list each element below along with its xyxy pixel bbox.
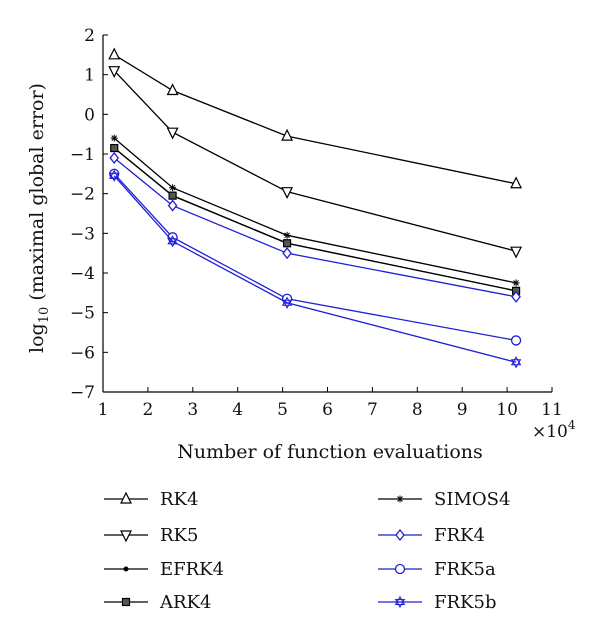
y-tick-label: 1 (84, 66, 95, 86)
data-point-ark4 (110, 143, 119, 153)
y-tick-label: −7 (70, 383, 95, 403)
legend-marker-simos4 (396, 495, 404, 503)
data-point-rk4 (166, 83, 179, 96)
series-rk5 (108, 66, 523, 259)
series-line-efrk4 (113, 147, 517, 292)
data-point-frk5b (510, 356, 522, 369)
series-line-rk4 (113, 54, 517, 185)
legend-marker-ark4 (121, 597, 131, 607)
legend-marker-rk5 (120, 530, 132, 543)
data-point-rk5 (510, 246, 523, 259)
legend-item-frk5b: FRK5b (378, 592, 496, 613)
legend-item-rk4: RK4 (104, 489, 198, 510)
series-frk5b (108, 169, 522, 369)
legend-label: SIMOS4 (434, 489, 510, 510)
data-point-frk5a (510, 335, 522, 346)
y-tick-label: 2 (84, 26, 95, 46)
legend-item-efrk4: EFRK4 (104, 559, 224, 580)
series-line-ark4 (113, 147, 517, 292)
legend-label: FRK5b (434, 592, 496, 613)
x-tick-label: 6 (322, 400, 333, 420)
legend-item-ark4: ARK4 (104, 592, 211, 613)
x-tick-label: 1 (98, 400, 109, 420)
data-point-simos4 (169, 184, 177, 192)
legend-marker-frk4 (395, 528, 405, 542)
series-simos4 (110, 134, 520, 287)
data-point-rk5 (108, 66, 121, 79)
y-axis-title: log10 (maximal global error) (26, 83, 52, 353)
series-rk4 (108, 47, 523, 189)
data-point-frk4 (511, 290, 521, 303)
y-tick-label: −6 (70, 343, 95, 363)
series-line-rk5 (113, 70, 517, 252)
x-tick-label: 3 (187, 400, 198, 420)
x-tick-label: 4 (232, 400, 243, 420)
legend-label: FRK5a (434, 559, 496, 580)
data-point-rk4 (510, 176, 523, 189)
data-point-frk4 (109, 151, 120, 165)
legend-item-frk5a: FRK5a (378, 559, 496, 580)
data-point-frk5b (281, 296, 293, 309)
legend: RK4 RK5 EFRK4 ARK4 SIMOS4 FRK4 FRK5a FRK5b (104, 489, 510, 613)
data-point-frk5b (108, 169, 120, 182)
x-tick-label: 7 (367, 400, 378, 420)
x-axis-ticks: 1 2 3 4 5 6 7 8 9 10 11 (98, 387, 563, 420)
data-point-rk4 (108, 47, 121, 60)
y-tick-label: −2 (70, 185, 95, 205)
series-frk4 (109, 151, 521, 303)
data-point-frk4 (167, 199, 178, 212)
data-point-rk5 (166, 127, 179, 140)
series-line-frk4 (113, 157, 517, 298)
data-point-rk5 (281, 187, 294, 200)
legend-marker-frk5a (394, 563, 406, 575)
legend-label: RK5 (160, 525, 198, 546)
data-point-frk5b (167, 235, 178, 248)
x-tick-label: 5 (277, 400, 288, 420)
x-tick-label: 9 (457, 400, 468, 420)
legend-marker-rk4 (120, 491, 132, 504)
legend-item-frk4: FRK4 (378, 525, 485, 546)
y-tick-label: −5 (70, 304, 95, 324)
legend-marker-frk5b (394, 595, 406, 609)
x-tick-label: 11 (541, 400, 563, 420)
series-ark4 (110, 143, 521, 295)
legend-label: EFRK4 (160, 559, 224, 580)
y-tick-label: −1 (70, 145, 95, 165)
legend-label: ARK4 (159, 592, 211, 613)
y-tick-label: −3 (70, 224, 95, 244)
data-point-frk4 (282, 247, 292, 260)
x-tick-label: 8 (412, 400, 423, 420)
x-axis-multiplier: ×104 (532, 418, 576, 442)
series-layer (108, 47, 523, 369)
x-tick-label: 2 (142, 400, 153, 420)
series-line-frk5a (113, 173, 517, 342)
data-point-ark4 (168, 191, 177, 200)
legend-label: FRK4 (434, 525, 485, 546)
data-point-rk4 (281, 128, 294, 141)
series-line-frk5b (113, 175, 517, 363)
data-point-simos4 (512, 279, 520, 287)
data-point-ark4 (282, 239, 292, 248)
y-axis-ticks: 2 1 0 −1 −2 −3 −4 −5 −6 −7 (70, 26, 108, 403)
series-line-simos4 (113, 137, 517, 284)
legend-label: RK4 (160, 489, 198, 510)
y-tick-label: −4 (70, 264, 95, 284)
x-tick-label: 10 (496, 400, 518, 420)
y-tick-label: 0 (84, 105, 95, 125)
legend-marker-efrk4 (123, 566, 129, 572)
data-point-simos4 (110, 134, 118, 142)
x-axis-title: Number of function evaluations (177, 441, 483, 463)
data-point-simos4 (283, 231, 291, 239)
legend-item-rk5: RK5 (104, 525, 198, 546)
legend-item-simos4: SIMOS4 (378, 489, 510, 510)
